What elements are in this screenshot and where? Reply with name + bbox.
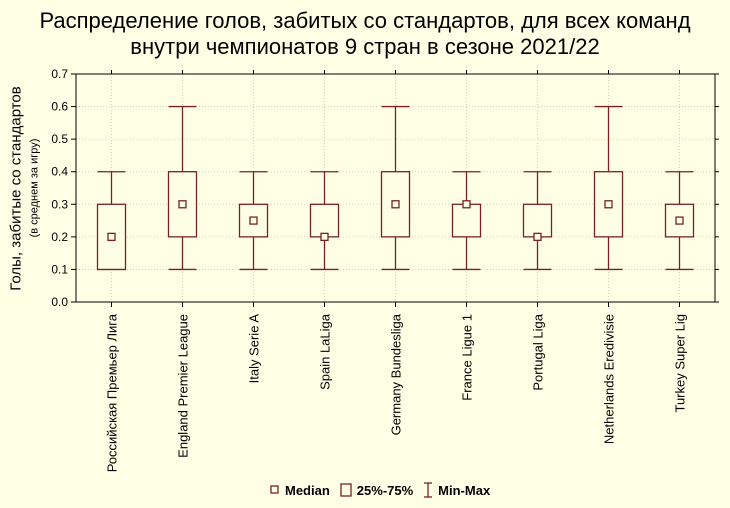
legend-item-median: Median bbox=[270, 483, 330, 498]
median-marker-icon bbox=[270, 485, 279, 494]
legend-whisker-label: Min-Max bbox=[438, 482, 491, 498]
y-tick-label: 0.2 bbox=[51, 230, 68, 244]
median-point bbox=[107, 232, 116, 242]
x-tick-label: Italy Serie A bbox=[247, 314, 262, 384]
y-tick-label: 0.4 bbox=[51, 165, 68, 179]
chart-title-line2: внутри чемпионатов 9 стран в сезоне 2021… bbox=[130, 34, 600, 59]
x-tick-label: Germany Bundesliga bbox=[389, 313, 404, 435]
legend-median-label: Median bbox=[285, 482, 330, 498]
x-tick-label: Portugal Liga bbox=[531, 313, 546, 390]
median-point bbox=[462, 200, 471, 209]
chart-title-line1: Распределение голов, забитых со стандарт… bbox=[39, 8, 691, 33]
median-point bbox=[249, 216, 258, 225]
legend: Median 25%-75% Min-Max bbox=[270, 480, 490, 500]
y-tick-label: 0.6 bbox=[51, 100, 68, 114]
x-tick-label: Netherlands Eredivisie bbox=[602, 314, 617, 444]
legend-box-label: 25%-75% bbox=[356, 482, 414, 498]
y-tick-label: 0.3 bbox=[51, 197, 68, 211]
x-tick-label: Turkey Super Lig bbox=[673, 314, 688, 413]
x-tick-label: Spain LaLiga bbox=[318, 313, 333, 390]
box-iqr bbox=[522, 203, 553, 238]
box-iqr bbox=[380, 171, 411, 238]
median-point bbox=[675, 216, 684, 225]
y-tick-label: 0.7 bbox=[51, 67, 68, 81]
legend-item-box: 25%-75% bbox=[340, 483, 413, 498]
median-point bbox=[604, 200, 613, 209]
x-tick-label: Российская Премьер Лига bbox=[105, 313, 120, 472]
box-iqr bbox=[451, 203, 482, 238]
legend-item-whisker: Min-Max bbox=[423, 482, 490, 498]
box-icon bbox=[340, 483, 352, 497]
x-tick-label: France Ligue 1 bbox=[460, 314, 475, 401]
median-point bbox=[391, 200, 400, 209]
x-tick-label: England Premier League bbox=[176, 314, 191, 458]
y-tick-label: 0.1 bbox=[51, 262, 68, 276]
median-point bbox=[533, 232, 542, 242]
box-iqr bbox=[309, 203, 340, 238]
median-point bbox=[320, 232, 329, 242]
y-tick-label: 0.0 bbox=[51, 295, 68, 309]
whisker-icon bbox=[424, 482, 433, 498]
y-tick-label: 0.5 bbox=[51, 132, 68, 146]
median-point bbox=[178, 200, 187, 209]
